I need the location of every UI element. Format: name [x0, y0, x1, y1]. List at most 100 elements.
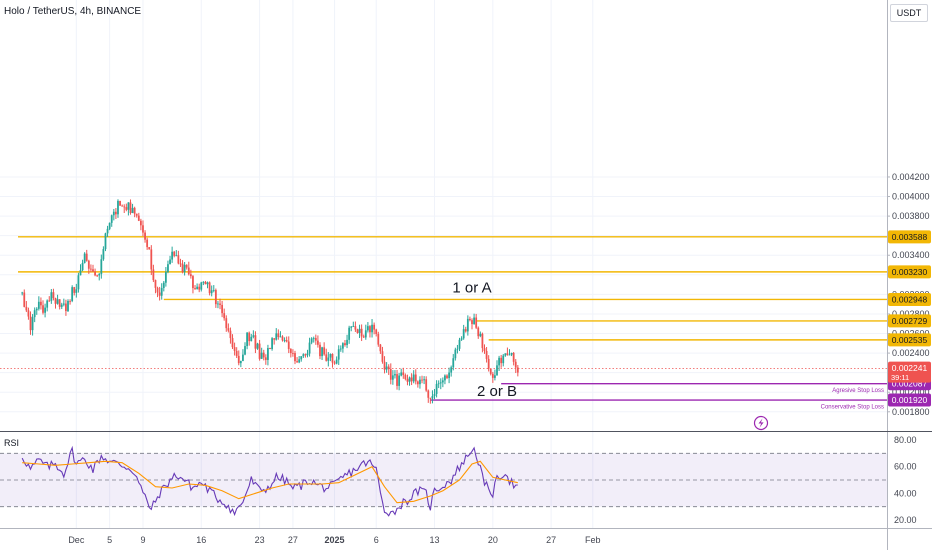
candle — [248, 331, 251, 346]
candle-body — [73, 287, 76, 293]
candle — [377, 331, 380, 347]
current-price-label: 0.002241 — [892, 363, 928, 373]
price-level-tag[interactable]: 0.002948 — [888, 292, 931, 306]
candle — [71, 285, 74, 303]
candle — [373, 322, 376, 335]
time-tick-label: 2025 — [325, 535, 345, 545]
candle-body — [423, 379, 426, 381]
rsi-title: RSI — [4, 438, 20, 448]
candle-body — [135, 213, 138, 216]
candle — [337, 345, 340, 365]
candle-body — [302, 354, 305, 357]
wave-label: 1 or A — [452, 279, 491, 296]
candle-body — [194, 288, 196, 290]
candle-body — [58, 299, 61, 307]
rsi-pane — [0, 445, 887, 517]
candle — [156, 286, 159, 298]
candle-body — [516, 367, 519, 373]
candle-body — [233, 347, 236, 351]
candle — [423, 376, 426, 385]
candle — [202, 281, 205, 286]
candle — [158, 286, 161, 301]
candle — [452, 354, 455, 371]
candle — [469, 316, 471, 322]
candle-body — [339, 348, 342, 350]
candle-body — [348, 327, 351, 340]
price-level-tag[interactable]: 0.003230 — [888, 265, 931, 279]
candle — [98, 273, 101, 281]
candle-body — [310, 338, 313, 343]
candle — [292, 349, 294, 357]
candle — [314, 334, 317, 345]
candle-body — [29, 316, 32, 331]
price-level-tag[interactable]: 0.002535 — [888, 333, 931, 347]
candle-body — [231, 338, 234, 348]
candle — [75, 283, 78, 298]
candle-body — [92, 269, 94, 272]
candle-body — [204, 281, 207, 285]
price-level-tag[interactable]: 0.001920 — [888, 393, 931, 407]
candle-body — [260, 352, 263, 359]
candle — [498, 355, 500, 371]
candle — [421, 375, 423, 384]
candle — [246, 332, 248, 350]
candle-body — [306, 353, 309, 356]
candle-body — [214, 289, 217, 305]
candle-body — [25, 306, 28, 311]
candle-body — [83, 253, 86, 263]
candle-body — [385, 366, 388, 370]
candle-body — [329, 353, 332, 358]
currency-button[interactable]: USDT — [890, 4, 928, 22]
candle-body — [298, 359, 301, 363]
candle — [52, 288, 55, 301]
candle — [112, 208, 115, 221]
candle-body — [354, 326, 357, 330]
price-levels: Agresive Stop Loss Conservative Stop Loss — [0, 236, 887, 411]
candle — [81, 259, 84, 272]
price-level-tag-bg — [888, 265, 931, 279]
stop-loss-note: Agresive Stop Loss — [832, 388, 884, 394]
candle — [73, 286, 76, 296]
candle — [433, 388, 436, 400]
candle-body — [181, 263, 184, 273]
candle-body — [106, 228, 109, 234]
candle-body — [98, 273, 101, 276]
price-level-tag[interactable]: 0.002729 — [888, 314, 931, 328]
candle — [46, 299, 49, 312]
candle — [306, 349, 309, 358]
candle-body — [383, 361, 386, 370]
candle — [360, 324, 363, 342]
candle-body — [464, 329, 467, 332]
candle-body — [67, 300, 69, 312]
candle — [300, 356, 303, 362]
replay-icon[interactable] — [753, 415, 769, 431]
candle-body — [289, 348, 292, 354]
price-level-tag-bg — [888, 230, 931, 244]
time-tick-label: Dec — [68, 535, 85, 545]
candle-body — [127, 202, 130, 210]
candle — [177, 250, 180, 265]
candle-body — [35, 308, 38, 311]
candle — [48, 296, 51, 302]
candle — [396, 369, 398, 390]
candle — [489, 368, 492, 376]
candle — [304, 353, 307, 358]
candle-body — [485, 350, 488, 359]
candle-body — [239, 360, 242, 364]
candle — [150, 245, 153, 276]
candle-body — [56, 299, 59, 304]
rsi-tick-label: 20.00 — [894, 515, 917, 525]
candle-body — [77, 275, 80, 290]
candle-body — [221, 304, 224, 314]
candle — [119, 200, 121, 206]
candle-body — [217, 303, 219, 305]
price-tick-label: 0.001800 — [892, 407, 930, 417]
candle-body — [229, 330, 232, 339]
candle-body — [54, 298, 57, 304]
time-axis[interactable]: Dec 5 9 16 23 27 2025 6 13 20 27 Feb — [68, 535, 600, 545]
candle-body — [144, 232, 146, 240]
price-level-tag[interactable]: 0.003588 — [888, 230, 931, 244]
